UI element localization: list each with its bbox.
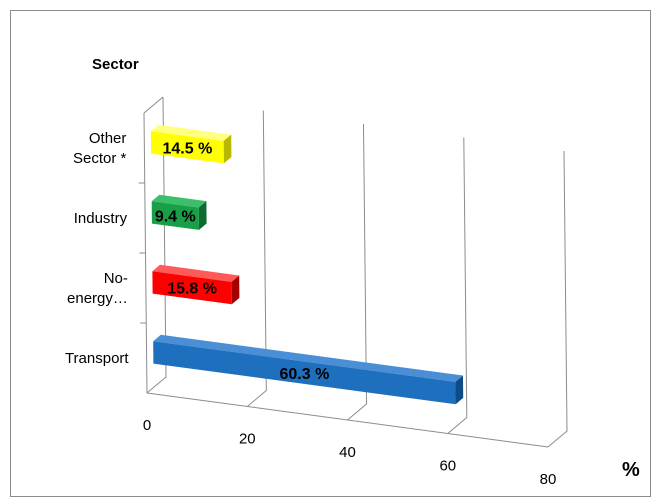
category-label: Industry (74, 210, 128, 227)
bar-top-face (150, 124, 232, 141)
y-axis-title: Sector (92, 56, 139, 73)
category-label-line: Transport (65, 350, 129, 367)
bar-end-face (198, 201, 207, 230)
x-tick-label: 80 (540, 471, 557, 488)
gridline-80 (547, 150, 568, 448)
bar-3: 14.5 % (150, 124, 232, 164)
category-label: Other Sector * (73, 130, 127, 167)
category-label-line: Other (89, 130, 127, 147)
bar-front-face (152, 271, 232, 305)
gridline-40 (347, 123, 368, 421)
side-wall-top (143, 96, 164, 114)
category-label-line: energy… (67, 290, 128, 307)
bar-top-face (151, 194, 207, 208)
bars: 60.3 % 15.8 % 9.4 % 14.5 % (150, 124, 464, 405)
data-label: 60.3 % (279, 366, 329, 383)
category-label-line: No- (104, 270, 128, 287)
category-label: Transport (65, 350, 129, 367)
x-tick-label: 60 (439, 458, 456, 475)
bar-1: 15.8 % (152, 264, 240, 305)
x-tick-label: 40 (339, 444, 356, 461)
data-label: 15.8 % (167, 281, 217, 298)
gridline-20 (246, 110, 267, 407)
x-axis-title: % (622, 459, 640, 481)
bar-top-face (152, 264, 240, 282)
chart-frame (10, 10, 651, 497)
bar-end-face (231, 275, 240, 305)
gridlines (138, 96, 568, 448)
category-label-line: Industry (74, 210, 128, 227)
x-tick-label: 0 (143, 417, 151, 434)
bar-2: 9.4 % (151, 194, 207, 230)
data-label: 9.4 % (155, 209, 196, 226)
x-tick-labels: 0 20 40 60 80 (143, 417, 557, 488)
bar-top-face (153, 334, 463, 382)
bar-front-face (151, 201, 199, 230)
category-labels: Transport No-energy… Industry Other Sector * (65, 130, 129, 367)
category-label: No-energy… (67, 270, 128, 307)
floor-front-edge (146, 392, 549, 448)
category-label-line: Sector * (73, 150, 127, 167)
bar-end-face (223, 134, 232, 164)
x-tick-label: 20 (239, 431, 256, 448)
bar-0: 60.3 % (153, 334, 464, 405)
bar-front-face (150, 131, 224, 164)
data-label: 14.5 % (162, 140, 212, 157)
gridline-0 (146, 96, 167, 394)
gridline-60 (447, 137, 468, 434)
bar-front-face (153, 341, 456, 405)
bar-end-face (455, 375, 464, 405)
